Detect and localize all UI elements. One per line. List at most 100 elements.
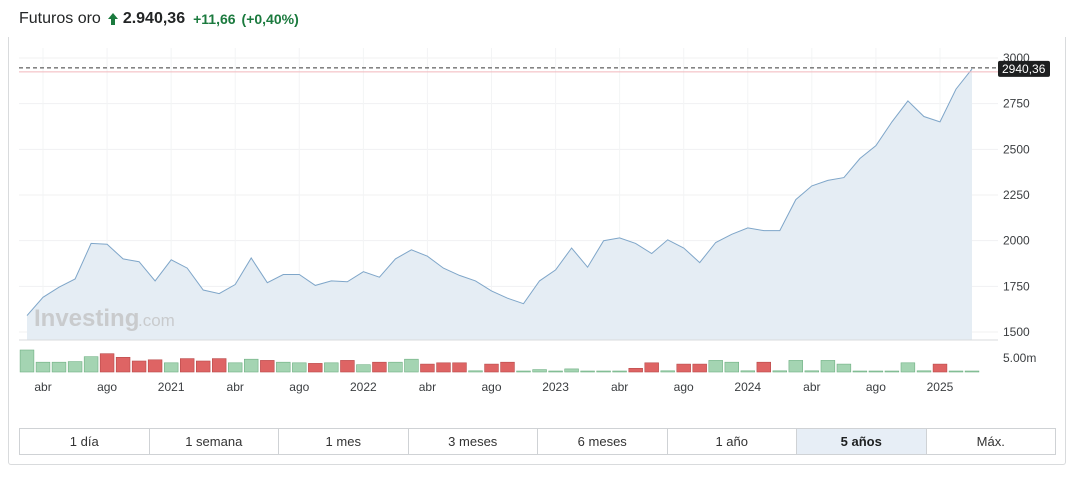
x-tick-label: 2024 bbox=[734, 380, 761, 394]
volume-bar bbox=[532, 369, 547, 373]
range-button[interactable]: 5 años bbox=[797, 429, 927, 454]
volume-bar bbox=[676, 363, 691, 373]
volume-bar bbox=[820, 360, 836, 373]
volume-bar bbox=[180, 358, 195, 373]
volume-bar bbox=[740, 370, 756, 373]
volume-bar bbox=[628, 367, 643, 373]
volume-bar bbox=[596, 370, 611, 373]
volume-bar bbox=[196, 360, 211, 373]
volume-bar bbox=[580, 370, 595, 373]
price-change-percent: (+0,40%) bbox=[241, 11, 299, 27]
volume-bar bbox=[660, 370, 675, 373]
x-tick-label: ago bbox=[97, 380, 117, 394]
volume-bar bbox=[468, 370, 483, 373]
volume-bar bbox=[244, 358, 259, 373]
quote-header: Futuros oro 2.940,36 +11,66 (+0,40%) bbox=[19, 8, 299, 30]
x-tick-label: 2025 bbox=[927, 380, 954, 394]
volume-bar bbox=[884, 370, 900, 373]
y-tick-label: 2750 bbox=[1003, 97, 1030, 111]
volume-bar bbox=[131, 360, 147, 373]
volume-bar bbox=[836, 363, 852, 373]
volume-bar bbox=[420, 363, 435, 373]
x-tick-label: ago bbox=[674, 380, 694, 394]
volume-bar bbox=[83, 356, 99, 373]
volume-bar bbox=[564, 368, 579, 373]
x-tick-label: abr bbox=[34, 380, 51, 394]
volume-bar bbox=[868, 370, 884, 373]
volume-bar bbox=[724, 361, 740, 373]
volume-axis-label: 5.00m bbox=[1003, 351, 1036, 365]
volume-bar bbox=[452, 362, 467, 373]
x-tick-label: 2023 bbox=[542, 380, 569, 394]
volume-bar bbox=[340, 360, 355, 373]
range-button[interactable]: 1 mes bbox=[279, 429, 409, 454]
volume-bar bbox=[852, 370, 868, 373]
volume-bar bbox=[484, 363, 499, 373]
volume-bar bbox=[788, 360, 804, 373]
x-axis: abr ago 2021 abr ago 2022 abr ago 2023 abr ago 2024… bbox=[34, 380, 953, 394]
volume-bar bbox=[500, 361, 515, 373]
y-tick-label: 2250 bbox=[1003, 188, 1030, 202]
price-line bbox=[26, 68, 973, 316]
y-tick-label: 1750 bbox=[1003, 279, 1030, 293]
current-price-badge bbox=[998, 60, 1050, 77]
volume-bar bbox=[916, 370, 932, 373]
volume-bar bbox=[404, 358, 419, 373]
volume-bar bbox=[612, 370, 627, 373]
x-tick-label: abr bbox=[227, 380, 244, 394]
volume-bar bbox=[356, 364, 371, 373]
x-tick-label: 2022 bbox=[350, 380, 377, 394]
range-button[interactable]: 3 meses bbox=[408, 429, 538, 454]
last-price: 2.940,36 bbox=[122, 10, 186, 27]
volume-bar bbox=[164, 362, 179, 373]
range-button[interactable]: Máx. bbox=[926, 429, 1055, 454]
watermark-suffix: .com bbox=[138, 311, 175, 330]
volume-bar bbox=[548, 370, 563, 373]
range-button[interactable]: 1 día bbox=[20, 429, 150, 454]
volume-bar bbox=[388, 361, 403, 373]
current-price-label: 2940,36 bbox=[1002, 62, 1046, 76]
x-tick-label: abr bbox=[419, 380, 436, 394]
volume-bar bbox=[212, 358, 227, 373]
volume-bar bbox=[308, 363, 323, 373]
volume-bar bbox=[228, 362, 243, 373]
chart-card bbox=[8, 37, 1066, 465]
volume-bar bbox=[772, 370, 788, 373]
instrument-name: Futuros oro bbox=[19, 10, 101, 27]
x-tick-label: abr bbox=[803, 380, 820, 394]
volume-bar bbox=[99, 353, 115, 373]
y-tick-label: 1500 bbox=[1003, 325, 1030, 339]
range-button[interactable]: 1 año bbox=[667, 429, 797, 454]
volume-bar bbox=[964, 370, 980, 373]
volume-bar bbox=[692, 363, 707, 373]
price-chart[interactable]: Investing .com 1500175020002250250027503… bbox=[0, 0, 1074, 420]
price-area-fill bbox=[27, 68, 972, 341]
volume-bar bbox=[804, 370, 820, 373]
watermark-brand: Investing bbox=[34, 305, 139, 332]
volume-bar bbox=[756, 361, 772, 373]
range-button[interactable]: 6 meses bbox=[538, 429, 668, 454]
volume-bar bbox=[516, 370, 531, 373]
up-arrow-icon bbox=[107, 13, 118, 25]
volume-bar bbox=[372, 361, 387, 373]
volume-bar bbox=[900, 362, 916, 373]
x-tick-label: ago bbox=[866, 380, 886, 394]
range-button[interactable]: 1 semana bbox=[149, 429, 279, 454]
time-range-selector[interactable]: 1 día 1 semana 1 mes 3 meses 6 meses 1 año 5 a… bbox=[19, 428, 1056, 455]
volume-bar bbox=[644, 362, 659, 373]
volume-bar bbox=[948, 370, 964, 373]
volume-bar bbox=[260, 360, 275, 373]
x-tick-label: ago bbox=[289, 380, 309, 394]
volume-bar bbox=[147, 359, 163, 373]
volume-bar bbox=[436, 362, 451, 373]
y-tick-label: 2500 bbox=[1003, 142, 1030, 156]
volume-bar bbox=[292, 362, 307, 373]
x-tick-label: 2021 bbox=[158, 380, 185, 394]
y-tick-label: 2000 bbox=[1003, 234, 1030, 248]
x-tick-label: abr bbox=[611, 380, 628, 394]
volume-bar bbox=[276, 361, 291, 373]
volume-bar bbox=[708, 360, 723, 373]
volume-bar bbox=[324, 362, 339, 373]
volume-bar bbox=[19, 349, 35, 373]
